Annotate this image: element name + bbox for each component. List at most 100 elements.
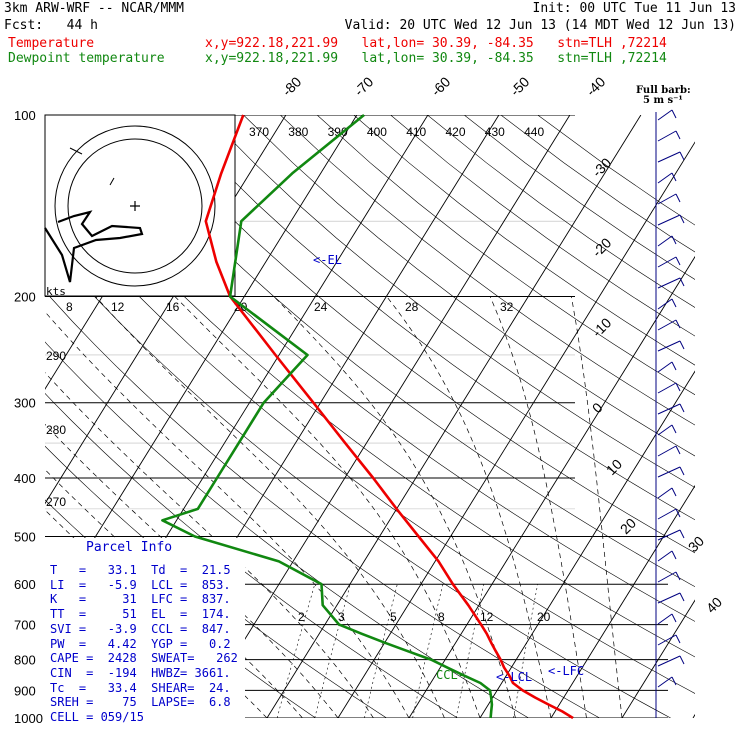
model-title: 3km ARW-WRF -- NCAR/MMM <box>4 1 185 16</box>
wind-barb-flag <box>679 277 685 287</box>
wind-barb-flag <box>675 193 681 203</box>
hodograph-ring-label: 8 <box>66 300 73 314</box>
wind-barb <box>657 676 673 688</box>
wind-barb <box>657 382 677 394</box>
wind-barb <box>657 508 677 520</box>
wind-barb <box>657 340 681 352</box>
hodograph-ring-inner <box>67 138 203 274</box>
isotherm-line <box>550 484 695 718</box>
moist-adiabat <box>571 296 623 718</box>
mixing-ratio-line <box>314 584 351 718</box>
wind-barb-flag <box>671 109 677 119</box>
moist-adiabat <box>489 296 587 718</box>
isotherm-label: 10 <box>603 456 625 478</box>
theta-side-label: 270 <box>46 495 66 509</box>
theta-label: 410 <box>406 125 426 139</box>
pressure-tick-label: 1000 <box>14 711 43 726</box>
wind-barb <box>657 487 673 499</box>
wind-barb-flag <box>671 424 677 434</box>
theta-label: 440 <box>524 125 544 139</box>
parcel-info-line: CAPE = 2428 SWEAT= 262 <box>50 651 238 666</box>
isotherm-label: 20 <box>617 515 639 537</box>
isotherm-line <box>408 255 695 718</box>
wind-barb-flag <box>675 130 681 140</box>
dry-adiabat <box>45 341 529 718</box>
mixing-ratio-label: 5 <box>390 610 397 624</box>
pressure-tick-label: 500 <box>14 529 36 544</box>
dry-adiabat <box>500 115 695 253</box>
mixing-ratio-line <box>276 584 316 718</box>
parcel-info-box <box>45 538 245 718</box>
mixing-ratio-line <box>412 584 444 718</box>
wind-barb <box>657 319 677 331</box>
isotherm-label: -70 <box>351 73 377 99</box>
dry-adiabat <box>353 115 695 366</box>
parcel-info-line: SREH = 75 LAPSE= 6.8 <box>50 695 231 710</box>
storm-motion-mark <box>109 177 115 186</box>
mixing-ratio-label: 8 <box>438 610 445 624</box>
hodograph-center <box>130 201 140 211</box>
moist-adiabat <box>273 296 516 718</box>
wind-barb-flag <box>671 487 677 497</box>
wind-barb-flag <box>679 403 685 413</box>
wind-barb-flag <box>679 340 685 350</box>
wind-barb <box>657 172 673 184</box>
wind-barb-flag <box>675 508 681 518</box>
wind-barb-flag <box>671 361 677 371</box>
isotherm-line <box>0 115 2 718</box>
dry-adiabat <box>59 115 695 622</box>
wind-barb-flag <box>679 151 685 161</box>
hodograph-ring-label: 16 <box>166 300 180 314</box>
pressure-tick-label: 200 <box>14 290 36 305</box>
dry-adiabat <box>537 115 695 226</box>
dry-adiabat <box>169 115 695 521</box>
wind-barb-flag <box>675 634 681 644</box>
wind-barb <box>657 571 677 583</box>
dry-adiabat <box>280 115 695 426</box>
wind-barb <box>657 235 673 247</box>
mixing-ratio-label: 2 <box>298 610 305 624</box>
isotherm-label: 0 <box>589 399 606 416</box>
parcel-info-line: TT = 51 EL = 174. <box>50 607 231 622</box>
wind-barb <box>657 361 673 373</box>
barb-legend-unit: 5 m s⁻¹ <box>643 95 683 106</box>
temperature-location: x,y=922.18,221.99 lat,lon= 30.39, -84.35… <box>205 36 667 51</box>
wind-barbs <box>655 109 685 718</box>
isotherm-label: 30 <box>685 533 707 555</box>
forecast-hour: Fcst: 44 h <box>4 18 98 33</box>
isotherm-line <box>479 370 695 718</box>
moist-adiabat <box>45 311 410 718</box>
parcel-info-line: SVI = -3.9 CCL = 847. <box>50 621 231 636</box>
moist-adiabat <box>174 296 481 718</box>
theta-label: 390 <box>328 125 348 139</box>
wind-barb <box>657 298 673 310</box>
theta-label: 370 <box>249 125 269 139</box>
moist-adiabat <box>45 372 374 718</box>
hodograph-ring-label: 12 <box>111 300 125 314</box>
isotherm-label: -80 <box>279 73 305 99</box>
isotherm-label: -10 <box>589 314 615 340</box>
dry-adiabat <box>464 115 695 280</box>
wind-barb-flag <box>675 256 681 266</box>
wind-barb-flag <box>671 550 677 560</box>
wind-barb-flag <box>675 445 681 455</box>
wind-barb-flag <box>679 466 685 476</box>
barb-legend-title: Full barb: <box>636 85 691 96</box>
wind-barb <box>657 109 673 121</box>
moist-adiabat <box>386 296 552 718</box>
dry-adiabat <box>316 115 695 396</box>
isotherm-line <box>195 115 571 718</box>
pressure-tick-label: 300 <box>14 396 36 411</box>
wind-barb-flag <box>671 172 677 182</box>
isotherm-line <box>621 599 695 718</box>
wind-barb <box>657 529 681 541</box>
wind-barb-flag <box>671 676 677 686</box>
wind-barb <box>657 550 673 562</box>
pressure-tick-label: 900 <box>14 683 36 698</box>
isotherm-label: -30 <box>589 154 615 180</box>
mixing-ratio-label: 3 <box>338 610 345 624</box>
parcel-info-line: K = 31 LFC = 837. <box>50 592 231 607</box>
theta-label: 400 <box>367 125 387 139</box>
mixing-ratio-line <box>364 584 398 718</box>
